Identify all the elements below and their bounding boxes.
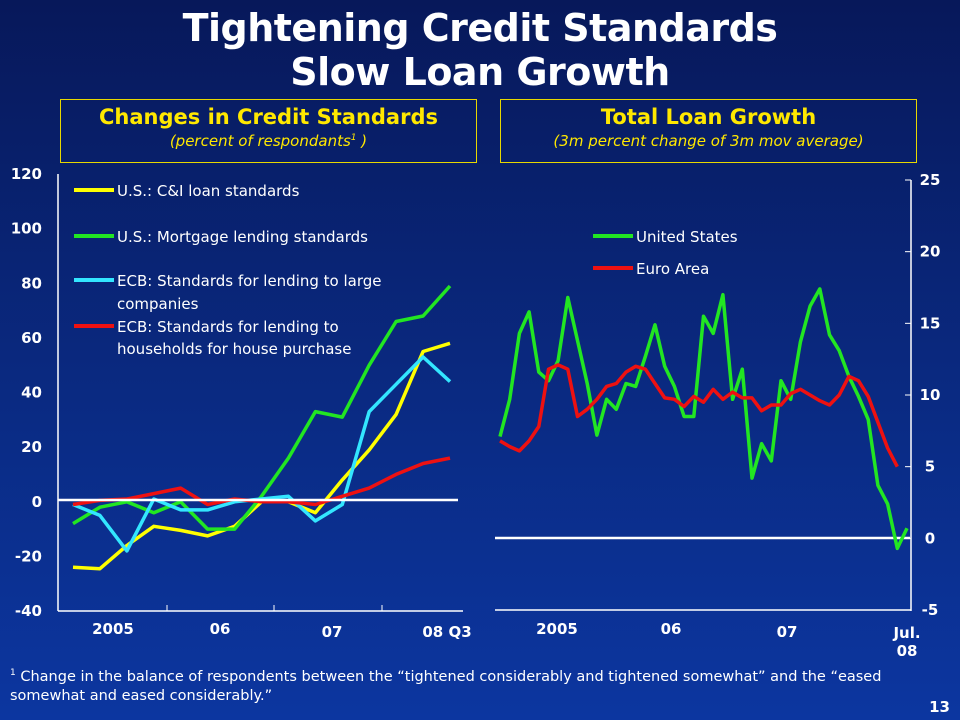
y-tick-label: 100 bbox=[11, 220, 42, 238]
y-tick-label: 80 bbox=[21, 274, 42, 292]
subtitle-text: (percent of respondants bbox=[169, 132, 351, 150]
y-tick-label: 20 bbox=[21, 438, 42, 456]
x-tick-label: 07 bbox=[777, 623, 798, 641]
y-tick-label: 10 bbox=[920, 386, 941, 404]
legend-label: companies bbox=[117, 295, 199, 313]
right-chart-subtitle: (3m percent change of 3m mov average) bbox=[553, 132, 864, 150]
series-line-1 bbox=[499, 363, 899, 468]
left-chart-subtitle: (percent of respondants1 ) bbox=[61, 132, 476, 150]
legend-label: Euro Area bbox=[636, 260, 709, 278]
page-number: 13 bbox=[929, 698, 950, 716]
y-tick-label: 5 bbox=[925, 458, 935, 476]
y-tick-label: 15 bbox=[920, 314, 941, 332]
series-line-0 bbox=[498, 287, 909, 551]
series-line-2 bbox=[72, 355, 452, 553]
title-line-2: Slow Loan Growth bbox=[290, 50, 670, 94]
left-chart: 2005 06 07 08 Q3 120 100 80 60 40 20 0 -20 -40 U… bbox=[11, 165, 472, 641]
slide-title: Tightening Credit Standards Slow Loan Gr… bbox=[0, 6, 960, 94]
x-tick-label: 08 Q3 bbox=[422, 623, 471, 641]
y-tick-label: -40 bbox=[15, 602, 42, 620]
left-chart-title: Changes in Credit Standards bbox=[99, 105, 438, 129]
x-tick-label: 2005 bbox=[536, 620, 578, 638]
x-tick-label: 06 bbox=[661, 620, 682, 638]
y-tick-label: -5 bbox=[922, 601, 939, 619]
legend-label: ECB: Standards for lending to large bbox=[117, 272, 382, 290]
subtitle-end: ) bbox=[356, 132, 368, 150]
legend-label: U.S.: C&I loan standards bbox=[117, 182, 300, 200]
right-legend: United States Euro Area bbox=[593, 228, 738, 278]
y-tick-label: 0 bbox=[925, 529, 935, 547]
y-tick-label: 40 bbox=[21, 384, 42, 402]
legend-label: United States bbox=[636, 228, 738, 246]
right-chart-title: Total Loan Growth bbox=[600, 105, 817, 129]
y-tick-label: 60 bbox=[21, 329, 42, 347]
x-tick-label: Jul. bbox=[892, 624, 920, 642]
title-line-1: Tightening Credit Standards bbox=[182, 6, 778, 50]
left-chart-header: Changes in Credit Standards (percent of … bbox=[60, 99, 477, 163]
x-tick-label: 08 bbox=[897, 642, 918, 660]
right-chart: 2005 06 07 Jul. 08 25 20 15 10 5 0 -5 United S… bbox=[495, 171, 940, 660]
footnote-mark: 1 bbox=[10, 668, 16, 678]
footnote-ref: 1 bbox=[350, 133, 357, 143]
x-tick-label: 07 bbox=[322, 623, 343, 641]
y-tick-label: 25 bbox=[920, 171, 941, 189]
left-legend: U.S.: C&I loan standards U.S.: Mortgage … bbox=[74, 182, 382, 358]
x-tick-label: 06 bbox=[210, 620, 231, 638]
footnote-text: Change in the balance of respondents bet… bbox=[10, 668, 882, 704]
right-chart-header: Total Loan Growth (3m percent change of … bbox=[500, 99, 917, 163]
legend-label: U.S.: Mortgage lending standards bbox=[117, 228, 368, 246]
legend-label: ECB: Standards for lending to bbox=[117, 318, 339, 336]
series-line-3 bbox=[72, 456, 451, 507]
y-tick-label: 0 bbox=[32, 493, 42, 511]
footnote: 1 Change in the balance of respondents b… bbox=[10, 664, 910, 706]
y-tick-label: 120 bbox=[11, 165, 42, 183]
x-tick-label: 2005 bbox=[92, 620, 134, 638]
legend-label: households for house purchase bbox=[117, 340, 351, 358]
series-line-1 bbox=[72, 284, 452, 531]
y-tick-label: -20 bbox=[15, 547, 42, 565]
series-line-0 bbox=[72, 341, 451, 571]
y-tick-label: 20 bbox=[920, 243, 941, 261]
